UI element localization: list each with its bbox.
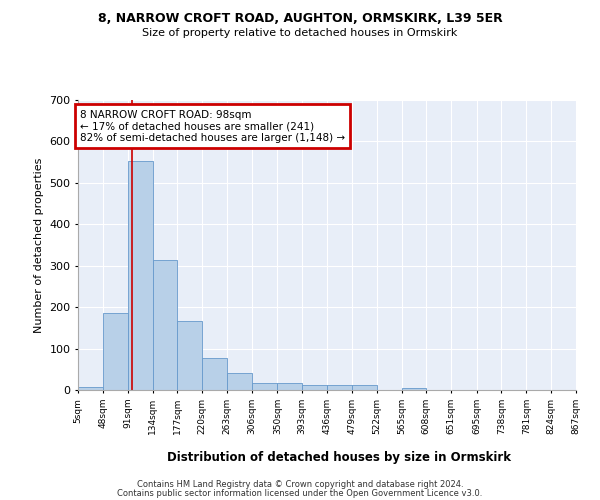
Text: Contains public sector information licensed under the Open Government Licence v3: Contains public sector information licen… (118, 488, 482, 498)
Bar (327, 385, 352, 390)
Bar (103, 313, 128, 390)
Bar (152, 260, 178, 390)
Bar (227, 372, 252, 390)
Text: Size of property relative to detached houses in Ormskirk: Size of property relative to detached ho… (142, 28, 458, 38)
Bar (78, 386, 103, 390)
Text: Distribution of detached houses by size in Ormskirk: Distribution of detached houses by size … (167, 451, 511, 464)
Bar (202, 358, 227, 390)
Bar (277, 382, 302, 390)
Y-axis label: Number of detached properties: Number of detached properties (34, 158, 44, 332)
Bar (302, 385, 327, 390)
Bar (252, 383, 277, 390)
Bar (401, 388, 427, 390)
Text: Contains HM Land Registry data © Crown copyright and database right 2024.: Contains HM Land Registry data © Crown c… (137, 480, 463, 489)
Text: 8, NARROW CROFT ROAD, AUGHTON, ORMSKIRK, L39 5ER: 8, NARROW CROFT ROAD, AUGHTON, ORMSKIRK,… (98, 12, 502, 26)
Text: 8 NARROW CROFT ROAD: 98sqm
← 17% of detached houses are smaller (241)
82% of sem: 8 NARROW CROFT ROAD: 98sqm ← 17% of deta… (80, 110, 345, 142)
Bar (352, 385, 377, 390)
Bar (178, 321, 202, 390)
Bar (128, 161, 152, 390)
